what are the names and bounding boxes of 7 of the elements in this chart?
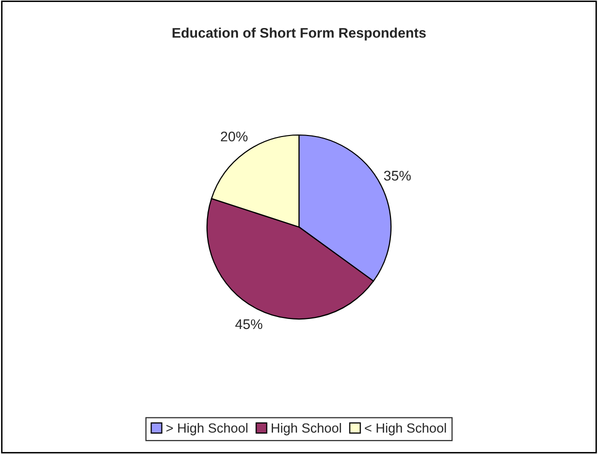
legend-label: High School [272, 423, 341, 436]
legend-label: < High School [364, 423, 446, 436]
chart-title: Education of Short Form Respondents [172, 28, 426, 41]
legend-label: > High School [166, 423, 248, 436]
data-label: 20% [220, 132, 248, 142]
data-label: 35% [384, 170, 411, 181]
data-label: 45% [235, 319, 262, 330]
